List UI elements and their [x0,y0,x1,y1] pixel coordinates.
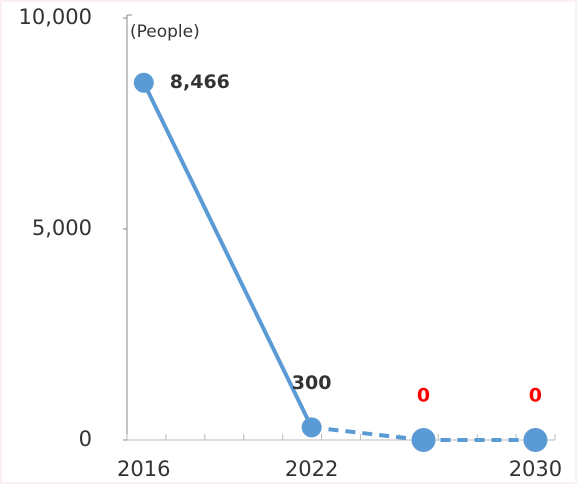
marker [523,428,548,452]
value-label: 0 [417,385,430,407]
x-tick-label: 2016 [117,457,170,481]
value-label: 0 [529,385,542,407]
line-segment [141,81,314,429]
line-segment [311,425,424,442]
value-label: 300 [292,372,332,394]
y-axis-label: (People) [130,22,200,42]
marker [301,417,322,438]
y-tick-label: 5,000 [32,216,92,240]
x-tick-label: 2022 [285,457,338,481]
y-tick-label: 0 [79,427,92,451]
marker [133,72,154,93]
marker [411,428,436,452]
y-tick-label: 10,000 [19,5,92,29]
x-tick-label: 2030 [509,457,562,481]
value-label: 8,466 [170,71,230,93]
